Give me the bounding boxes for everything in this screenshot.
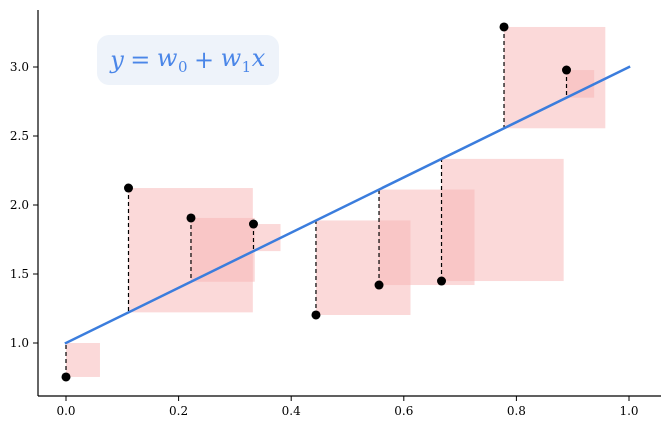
equation-annotation: y = w0 + w1x bbox=[97, 35, 279, 85]
y-tick-label: 2.5 bbox=[10, 129, 29, 143]
data-point bbox=[248, 219, 258, 229]
residual-square bbox=[441, 158, 564, 282]
regression-line bbox=[64, 65, 631, 345]
residual-square bbox=[190, 217, 255, 282]
x-tick-label: 0.4 bbox=[282, 404, 301, 418]
y-tick-label: 1.5 bbox=[10, 267, 29, 281]
data-point bbox=[562, 65, 572, 75]
data-point bbox=[437, 276, 447, 286]
x-tick-label: 0.6 bbox=[394, 404, 413, 418]
data-points bbox=[61, 22, 572, 382]
x-tick-label: 1.0 bbox=[619, 404, 638, 418]
axes bbox=[37, 10, 661, 397]
x-axis-ticks: 0.0 0.2 0.4 0.6 0.8 1.0 bbox=[56, 396, 639, 418]
eq-equals: = bbox=[130, 46, 151, 74]
eq-y: y bbox=[110, 46, 125, 74]
y-axis-ticks: 1.0 1.5 2.0 2.5 3.0 bbox=[10, 60, 38, 350]
x-tick-label: 0.2 bbox=[169, 404, 188, 418]
data-point bbox=[61, 372, 71, 382]
y-tick-label: 1.0 bbox=[10, 336, 29, 350]
residual-lines bbox=[65, 26, 568, 377]
eq-w0: w0 bbox=[156, 44, 188, 76]
residual-squares bbox=[66, 26, 606, 377]
data-point bbox=[311, 310, 321, 320]
residual-square bbox=[66, 343, 100, 377]
x-tick-label: 0.0 bbox=[56, 404, 75, 418]
y-tick-label: 2.0 bbox=[10, 198, 29, 212]
data-point bbox=[499, 22, 509, 32]
eq-w1x: w1x bbox=[220, 44, 266, 76]
residual-square bbox=[253, 224, 281, 252]
y-tick-label: 3.0 bbox=[10, 60, 29, 74]
x-tick-label: 0.8 bbox=[507, 404, 526, 418]
data-point bbox=[123, 183, 133, 193]
residual-square bbox=[566, 70, 595, 98]
eq-plus: + bbox=[194, 46, 215, 74]
data-point bbox=[374, 280, 384, 290]
data-point bbox=[186, 213, 196, 223]
